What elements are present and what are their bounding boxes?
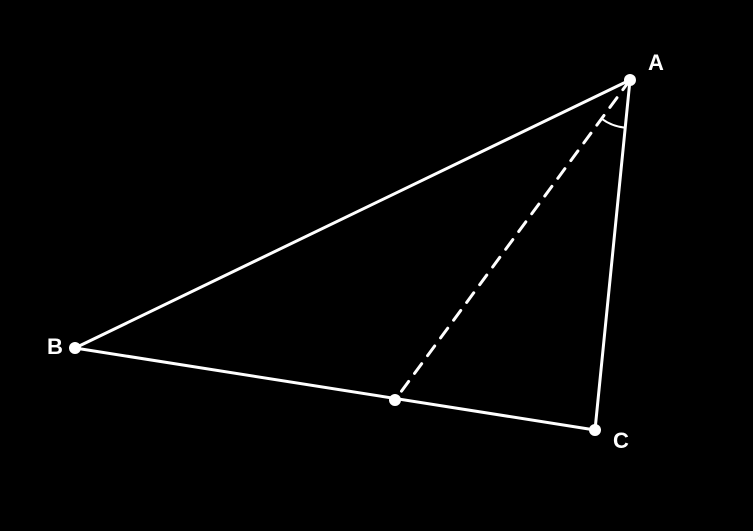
vertex-point-A — [624, 74, 636, 86]
edge-CA — [595, 80, 630, 430]
edge-BC — [75, 348, 595, 430]
vertex-point-D — [389, 394, 401, 406]
vertex-label-C: C — [613, 428, 629, 453]
edge-AD — [395, 80, 630, 400]
angle-arc-A — [602, 119, 626, 128]
vertex-label-B: B — [47, 334, 63, 359]
triangle-diagram: A B C — [0, 0, 753, 531]
vertex-point-C — [589, 424, 601, 436]
vertex-label-A: A — [648, 50, 664, 75]
edge-AB — [75, 80, 630, 348]
vertex-point-B — [69, 342, 81, 354]
